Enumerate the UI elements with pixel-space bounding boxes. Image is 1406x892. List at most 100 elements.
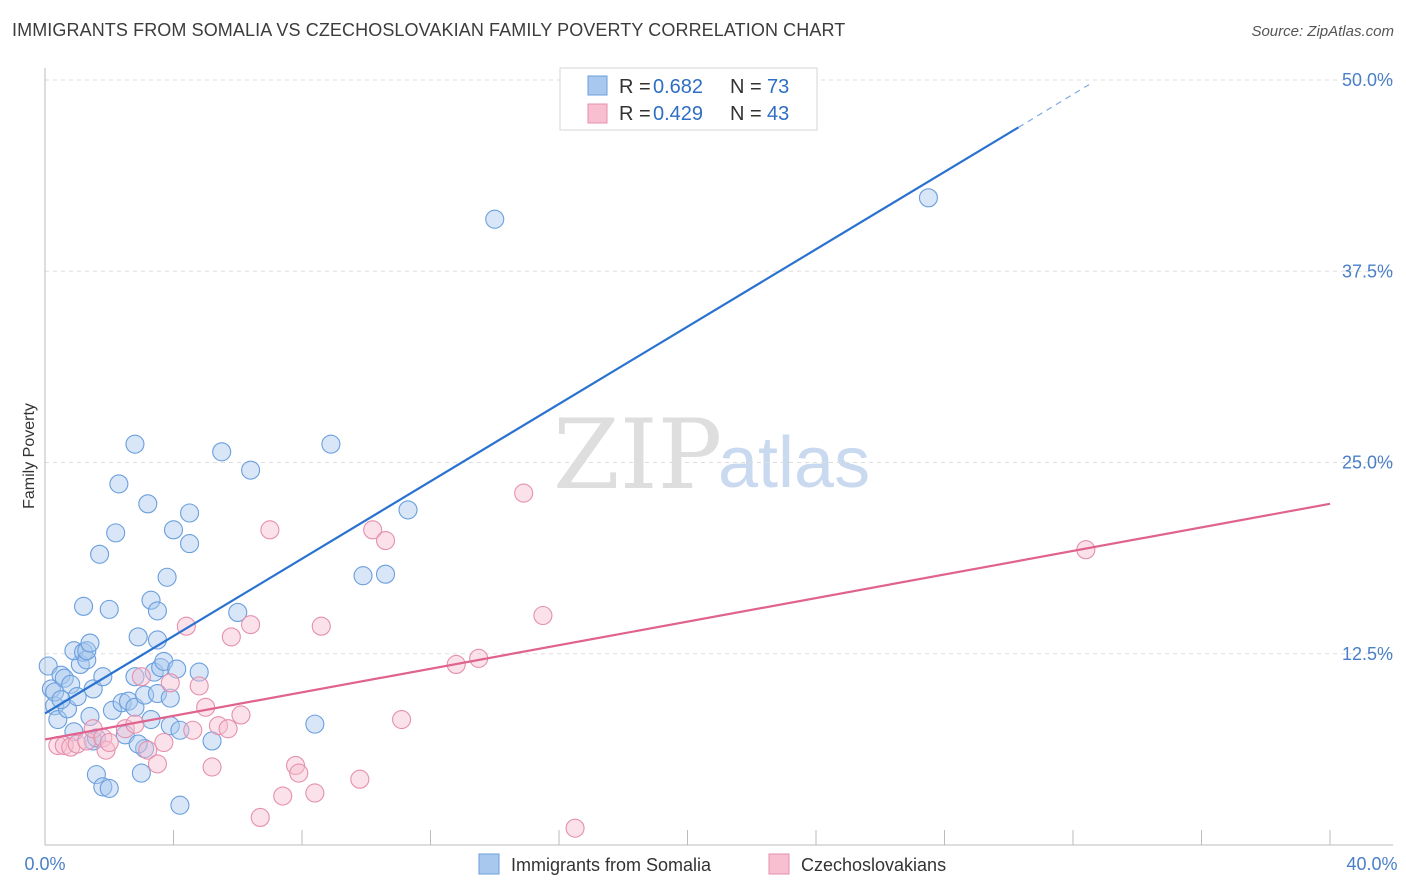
legend-n-value-czechoslovakian: 43 bbox=[767, 103, 789, 125]
y-axis-title: Family Poverty bbox=[21, 403, 38, 509]
somalia-point bbox=[128, 734, 148, 754]
somalia-point bbox=[157, 567, 177, 587]
y-tick-label: 37.5% bbox=[1342, 261, 1393, 281]
somalia-point bbox=[375, 564, 396, 584]
somalia-point bbox=[115, 725, 135, 745]
legend-r-value-czechoslovakian: 0.429 bbox=[653, 103, 703, 125]
somalia-point bbox=[180, 503, 200, 523]
gridlines bbox=[45, 79, 1393, 655]
somalia-point bbox=[147, 683, 167, 704]
somalia-point bbox=[125, 667, 145, 687]
somalia-point bbox=[398, 500, 418, 520]
somalia-point bbox=[90, 544, 110, 564]
trendline-czechoslovakian bbox=[44, 502, 1331, 741]
czechoslovakian-point bbox=[221, 627, 241, 647]
somalia-point bbox=[106, 523, 126, 543]
czechoslovakian-point bbox=[286, 755, 306, 775]
bottom-legend-label-somalia: Immigrants from Somalia bbox=[511, 855, 712, 875]
somalia-point bbox=[102, 700, 123, 720]
somalia-point bbox=[147, 601, 167, 621]
czechoslovakian-point bbox=[350, 769, 370, 789]
czechoslovakian-point bbox=[147, 754, 167, 774]
legend-r-label-somalia: R = bbox=[619, 76, 651, 98]
bottom-legend-swatch-czechoslovakian bbox=[768, 853, 790, 875]
czechoslovakian-point bbox=[305, 783, 325, 803]
somalia-point bbox=[189, 662, 209, 682]
somalia-point bbox=[86, 765, 106, 785]
somalia-point bbox=[125, 434, 145, 454]
legend-r-value-somalia: 0.682 bbox=[653, 76, 703, 98]
somalia-point bbox=[212, 442, 232, 462]
somalia-point bbox=[51, 690, 71, 710]
watermark-zip: ZIP bbox=[553, 399, 722, 511]
x-tick-label-min: 0.0% bbox=[24, 854, 65, 874]
czechoslovakian-point bbox=[99, 732, 119, 753]
czechoslovakian-point bbox=[160, 673, 180, 693]
somalia-point bbox=[112, 693, 132, 713]
somalia-point bbox=[99, 599, 119, 619]
somalia-point bbox=[38, 656, 58, 676]
czechoslovakian-point bbox=[289, 763, 309, 783]
source-credit: Source: ZipAtlas.com bbox=[1251, 23, 1394, 40]
czechoslovakian-point bbox=[202, 757, 222, 777]
stats-legend: R = 0.682 N = 73 R = 0.429 N = 43 bbox=[559, 67, 818, 131]
trendlines bbox=[44, 84, 1331, 741]
czechoslovakian-point bbox=[375, 530, 396, 551]
czechoslovakian-point bbox=[154, 732, 174, 753]
y-tick-labels: 12.5% 25.0% 37.5% 50.0% bbox=[1342, 70, 1393, 664]
somalia-point bbox=[74, 596, 94, 616]
czechoslovakian-point bbox=[96, 740, 116, 760]
axes bbox=[44, 68, 1393, 846]
somalia-point bbox=[170, 795, 190, 815]
somalia-point bbox=[160, 688, 180, 708]
czechoslovakian-point bbox=[231, 705, 251, 725]
somalia-point bbox=[61, 674, 81, 694]
somalia-point bbox=[131, 763, 151, 783]
chart-title: IMMIGRANTS FROM SOMALIA VS CZECHOSLOVAKI… bbox=[12, 20, 846, 40]
legend-r-label-czechoslovakian: R = bbox=[619, 103, 651, 125]
czechoslovakian-point bbox=[138, 740, 158, 760]
czechoslovakian-point bbox=[189, 676, 209, 696]
y-tick-label: 25.0% bbox=[1342, 453, 1393, 473]
somalia-point bbox=[80, 706, 100, 727]
somalia-point bbox=[93, 777, 113, 797]
czechoslovakian-point bbox=[241, 615, 261, 635]
somalia-point bbox=[151, 657, 171, 678]
trendline-somalia-extension bbox=[1018, 84, 1090, 128]
somalia-point bbox=[77, 641, 97, 661]
czechoslovakian-point bbox=[183, 720, 203, 740]
czechoslovakian-point bbox=[514, 483, 534, 503]
bottom-legend-label-czechoslovakian: Czechoslovakians bbox=[801, 855, 946, 875]
somalia-point bbox=[138, 494, 158, 514]
legend-swatch-somalia bbox=[587, 75, 608, 96]
somalia-point bbox=[99, 778, 119, 798]
legend-swatch-czechoslovakian bbox=[587, 103, 608, 124]
somalia-point bbox=[485, 209, 505, 229]
legend-n-label-somalia: N = bbox=[730, 76, 762, 98]
somalia-point bbox=[228, 602, 248, 622]
czechoslovakian-point bbox=[131, 667, 151, 687]
trendline-somalia bbox=[44, 126, 1019, 715]
somalia-point bbox=[180, 534, 200, 554]
czechoslovakian-point bbox=[196, 697, 216, 717]
x-tick-label-max: 40.0% bbox=[1346, 854, 1397, 874]
somalia-point bbox=[918, 188, 938, 208]
czechoslovakian-point bbox=[273, 786, 293, 806]
somalia-point bbox=[321, 434, 341, 454]
somalia-point bbox=[45, 682, 65, 702]
somalia-point bbox=[80, 633, 100, 653]
czechoslovakian-point bbox=[250, 807, 270, 828]
somalia-point bbox=[128, 627, 148, 647]
czechoslovakian-point bbox=[260, 520, 280, 540]
series-somalia-points bbox=[38, 188, 938, 815]
somalia-point bbox=[141, 590, 161, 610]
legend-n-label-czechoslovakian: N = bbox=[730, 103, 762, 125]
somalia-point bbox=[163, 520, 184, 540]
somalia-point bbox=[109, 474, 129, 494]
series-czechoslovakian-points bbox=[48, 483, 1096, 838]
czechoslovakian-point bbox=[533, 605, 553, 626]
czechoslovakian-point bbox=[565, 818, 585, 838]
somalia-point bbox=[305, 714, 325, 734]
legend-n-value-somalia: 73 bbox=[767, 76, 789, 98]
